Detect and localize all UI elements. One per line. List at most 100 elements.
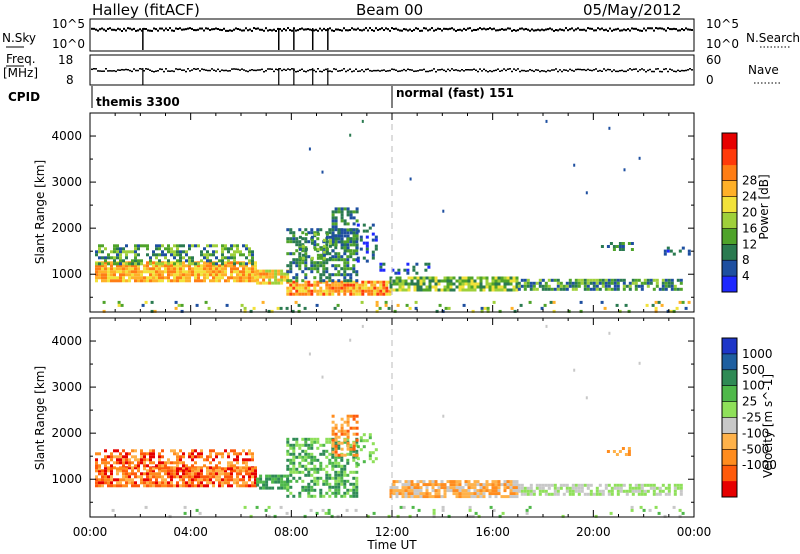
- freq-sample: [223, 69, 225, 72]
- freq-sample: [359, 70, 361, 72]
- scatter-cell: [304, 276, 308, 280]
- scatter-cell: [461, 489, 465, 493]
- scatter-cell: [233, 279, 236, 283]
- scatter-cell: [310, 455, 314, 459]
- freq-sample: [569, 68, 571, 71]
- nave-tick-bottom: 0: [706, 73, 714, 87]
- scatter-cell: [413, 483, 417, 487]
- freq-sample: [281, 69, 283, 72]
- scatter-cell: [161, 253, 164, 257]
- scatter-cell: [395, 486, 399, 490]
- freq-sample: [95, 68, 97, 70]
- scatter-cell: [343, 494, 347, 498]
- freq-sample: [521, 69, 523, 72]
- scatter-cell: [236, 270, 239, 274]
- scatter-cell: [125, 264, 128, 268]
- nsky-sample: [159, 27, 161, 30]
- scatter-cell: [254, 472, 257, 476]
- scatter-cell: [137, 273, 140, 277]
- scatter-cell: [233, 276, 236, 280]
- scatter-cell: [425, 483, 429, 487]
- scatter-cell: [295, 249, 299, 253]
- nsky-sample: [93, 27, 95, 30]
- scatter-cell: [310, 440, 314, 444]
- scatter-cell: [627, 242, 631, 245]
- scatter-cell: [672, 309, 676, 313]
- nsky-sample: [663, 28, 665, 31]
- scatter-cell: [316, 253, 320, 257]
- scatter-cell: [334, 458, 338, 462]
- scatter-cell: [307, 494, 311, 498]
- scatter-cell: [194, 276, 197, 280]
- scatter-cell: [520, 492, 524, 496]
- scatter-cell: [179, 467, 182, 471]
- scatter-cell: [304, 449, 308, 453]
- scatter-cell: [310, 494, 314, 498]
- scatter-cell: [422, 279, 426, 283]
- scatter-cell: [652, 489, 656, 493]
- scatter-cell: [346, 432, 350, 436]
- scatter-cell: [352, 447, 356, 451]
- scatter-cell: [434, 288, 438, 292]
- scatter-cell: [170, 267, 173, 271]
- scatter-cell: [547, 284, 551, 288]
- y-tick-label: 4000: [51, 334, 82, 348]
- nsky-sample: [131, 28, 133, 31]
- scatter-cell: [298, 252, 302, 256]
- scatter-cell: [310, 235, 314, 239]
- scatter-cell: [161, 461, 164, 465]
- scatter-cell: [328, 473, 332, 477]
- scatter-cell: [340, 470, 344, 474]
- scatter-cell: [334, 222, 338, 226]
- scatter-cell: [428, 483, 432, 487]
- scatter-cell: [334, 485, 338, 489]
- scatter-cell: [370, 286, 374, 290]
- scatter-cell: [349, 237, 353, 241]
- scatter-cell: [473, 279, 477, 283]
- freq-sample: [583, 68, 585, 71]
- scatter-cell: [343, 279, 347, 283]
- freq-sample: [417, 70, 419, 72]
- scatter-cell: [343, 432, 347, 436]
- scatter-cell: [304, 237, 308, 241]
- scatter-cell: [621, 242, 625, 245]
- scatter-cell: [360, 300, 364, 304]
- scatter-cell: [292, 234, 296, 238]
- scatter-cell: [517, 483, 521, 487]
- scatter-cell: [143, 464, 146, 468]
- scatter-cell: [492, 508, 496, 512]
- scatter-cell: [185, 472, 188, 476]
- cpid-label: CPID: [8, 90, 40, 104]
- scatter-cell: [268, 269, 272, 273]
- scatter-cell: [271, 275, 275, 279]
- scatter-cell: [343, 283, 347, 287]
- scatter-cell: [346, 237, 350, 241]
- scatter-cell: [503, 285, 507, 289]
- scatter-cell: [122, 267, 125, 271]
- nsky-sample: [209, 29, 211, 32]
- scatter-cell: [179, 455, 182, 459]
- scatter-cell: [218, 264, 221, 268]
- scatter-cell: [286, 286, 290, 290]
- scatter-cell: [152, 267, 155, 271]
- scatter-cell: [491, 282, 495, 286]
- scatter-cell: [337, 210, 341, 214]
- scatter-cell: [98, 264, 101, 268]
- scatter-cell: [443, 492, 447, 496]
- scatter-cell: [236, 472, 239, 476]
- scatter-point: [623, 168, 626, 172]
- scatter-cell: [120, 303, 124, 307]
- colorbar-swatch: [722, 353, 737, 371]
- nsky-sample: [281, 29, 283, 32]
- scatter-cell: [331, 292, 335, 296]
- scatter-cell: [355, 249, 359, 253]
- scatter-cell: [182, 270, 185, 274]
- scatter-cell: [500, 276, 504, 280]
- scatter-cell: [520, 486, 524, 490]
- scatter-cell: [125, 484, 128, 488]
- scatter-cell: [113, 276, 116, 280]
- scatter-cell: [449, 486, 453, 490]
- scatter-cell: [343, 240, 347, 244]
- scatter-cell: [359, 436, 363, 440]
- scatter-point: [442, 209, 445, 213]
